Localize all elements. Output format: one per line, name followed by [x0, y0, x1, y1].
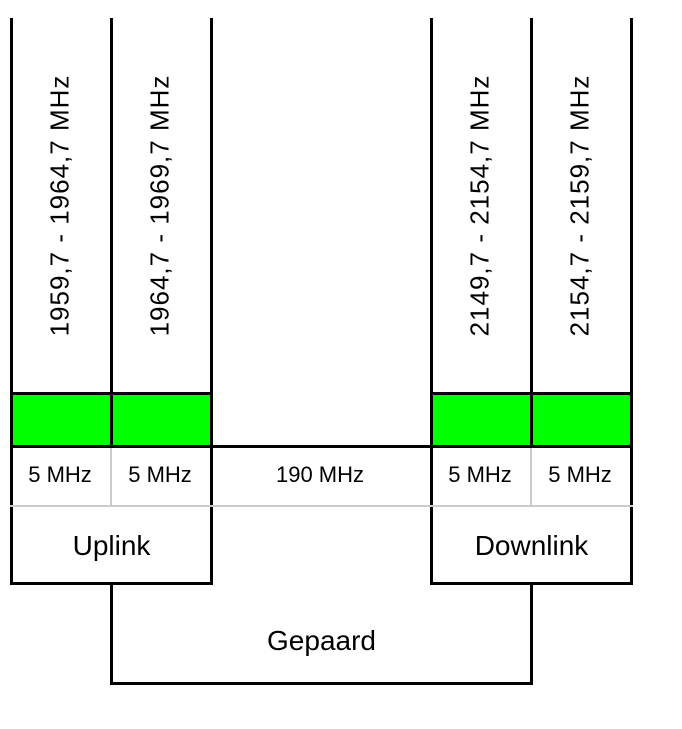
border-v-light [110, 445, 112, 505]
paired-bracket [110, 682, 533, 685]
border-v [10, 18, 13, 585]
border-v [630, 18, 633, 585]
uplink-label: Uplink [10, 530, 213, 562]
border-v [110, 395, 113, 445]
range-label: 1959,7 - 1964,7 MHz [45, 56, 76, 356]
paired-label: Gepaard [110, 625, 533, 657]
border-v [530, 395, 533, 445]
bw-label: 5 MHz [440, 462, 520, 488]
border-v-light [530, 445, 532, 505]
border-h [10, 445, 633, 448]
border-v [530, 18, 533, 445]
border-v [110, 18, 113, 445]
bw-label: 5 MHz [120, 462, 200, 488]
range-label: 2149,7 - 2154,7 MHz [465, 56, 496, 356]
range-label: 1964,7 - 1969,7 MHz [145, 56, 176, 356]
border-v [430, 18, 433, 585]
spectrum-diagram: 1959,7 - 1964,7 MHz 1964,7 - 1969,7 MHz … [0, 0, 682, 729]
downlink-label: Downlink [430, 530, 633, 562]
border-h-light [10, 505, 633, 507]
bw-label: 5 MHz [540, 462, 620, 488]
border-v [210, 18, 213, 585]
range-label: 2154,7 - 2159,7 MHz [565, 56, 596, 356]
bw-label: 190 MHz [250, 462, 390, 488]
bw-label: 5 MHz [20, 462, 100, 488]
